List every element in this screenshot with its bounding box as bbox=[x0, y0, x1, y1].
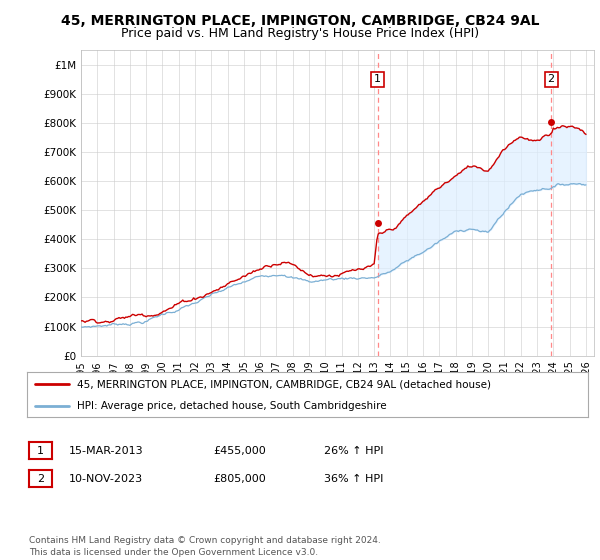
Text: HPI: Average price, detached house, South Cambridgeshire: HPI: Average price, detached house, Sout… bbox=[77, 401, 387, 411]
Text: 1: 1 bbox=[374, 74, 381, 85]
Text: 26% ↑ HPI: 26% ↑ HPI bbox=[324, 446, 383, 456]
Text: 36% ↑ HPI: 36% ↑ HPI bbox=[324, 474, 383, 484]
Text: £455,000: £455,000 bbox=[213, 446, 266, 456]
Text: 1: 1 bbox=[37, 446, 44, 456]
Text: Price paid vs. HM Land Registry's House Price Index (HPI): Price paid vs. HM Land Registry's House … bbox=[121, 27, 479, 40]
Text: 15-MAR-2013: 15-MAR-2013 bbox=[69, 446, 143, 456]
Text: 2: 2 bbox=[548, 74, 555, 85]
Text: Contains HM Land Registry data © Crown copyright and database right 2024.
This d: Contains HM Land Registry data © Crown c… bbox=[29, 536, 380, 557]
Text: £805,000: £805,000 bbox=[213, 474, 266, 484]
Text: 10-NOV-2023: 10-NOV-2023 bbox=[69, 474, 143, 484]
Text: 2: 2 bbox=[37, 474, 44, 484]
Text: 45, MERRINGTON PLACE, IMPINGTON, CAMBRIDGE, CB24 9AL: 45, MERRINGTON PLACE, IMPINGTON, CAMBRID… bbox=[61, 14, 539, 28]
Text: 45, MERRINGTON PLACE, IMPINGTON, CAMBRIDGE, CB24 9AL (detached house): 45, MERRINGTON PLACE, IMPINGTON, CAMBRID… bbox=[77, 380, 491, 390]
